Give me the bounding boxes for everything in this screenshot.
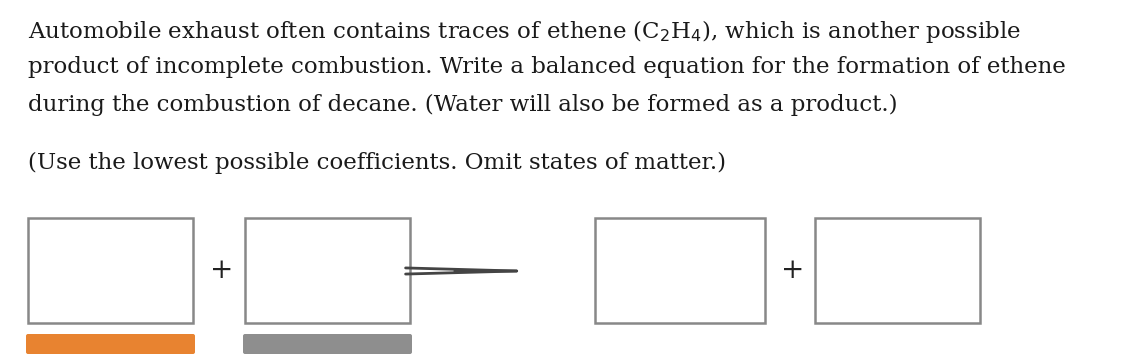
FancyBboxPatch shape	[26, 334, 195, 354]
Bar	[596, 218, 765, 323]
Bar	[245, 218, 410, 323]
Text: product of incomplete combustion. Write a balanced equation for the formation of: product of incomplete combustion. Write …	[28, 56, 1066, 78]
Text: +: +	[210, 257, 234, 285]
Bar	[815, 218, 980, 323]
Bar	[28, 218, 193, 323]
FancyBboxPatch shape	[243, 334, 412, 354]
Text: Automobile exhaust often contains traces of ethene (C$_2$H$_4$), which is anothe: Automobile exhaust often contains traces…	[28, 18, 1022, 45]
Text: +: +	[781, 257, 805, 285]
Text: during the combustion of decane. (Water will also be formed as a product.): during the combustion of decane. (Water …	[28, 94, 897, 116]
Text: (Use the lowest possible coefficients. Omit states of matter.): (Use the lowest possible coefficients. O…	[28, 152, 725, 174]
